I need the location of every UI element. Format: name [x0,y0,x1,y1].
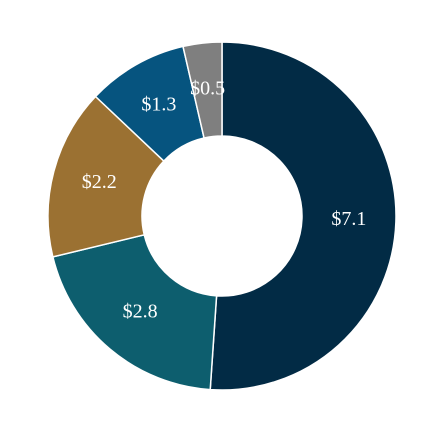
data-label: $0.5 [190,77,225,99]
donut-segment [47,95,165,258]
data-label: $2.8 [123,301,158,323]
data-label: $1.3 [141,93,176,115]
donut-segment [209,41,397,391]
data-label: $2.2 [82,171,117,193]
donut-segment [182,41,223,139]
donut-segment [51,233,218,391]
data-label: $7.1 [331,208,366,230]
